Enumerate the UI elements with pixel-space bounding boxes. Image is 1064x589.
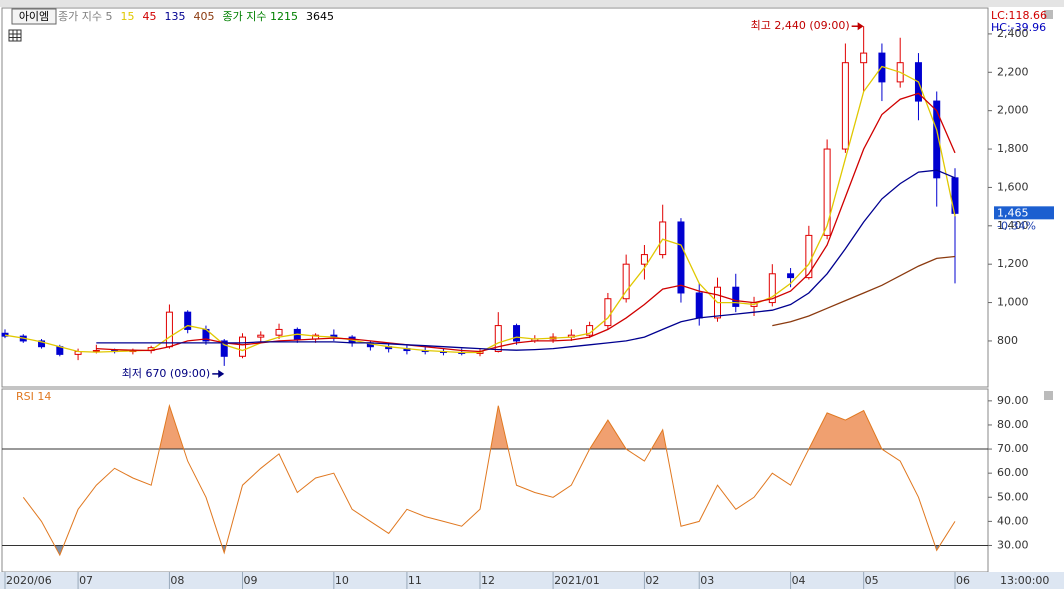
y-tick-label: 2,400: [997, 27, 1029, 40]
candle-body: [513, 325, 521, 342]
y-tick-label: 60.00: [997, 466, 1029, 479]
x-tick-label: 2020/06: [6, 574, 52, 587]
y-tick-label: 1,200: [997, 257, 1029, 270]
y-tick-label: 40.00: [997, 514, 1029, 527]
x-tick-label: 07: [79, 574, 93, 587]
x-tick-label: 02: [645, 574, 659, 587]
y-tick-label: 80.00: [997, 418, 1029, 431]
change-rate: -0.34%: [997, 219, 1036, 232]
y-tick-label: 1,400: [997, 219, 1029, 232]
moving-average: [96, 169, 956, 351]
y-tick-label: 1,600: [997, 180, 1029, 193]
y-tick-label: 1,800: [997, 142, 1029, 155]
candle-body: [257, 334, 265, 338]
last-price: 1,465: [997, 206, 1029, 219]
candle-body: [640, 254, 648, 265]
legend-entry: 135: [164, 10, 185, 23]
legend-entry: 종가 지수 5: [58, 10, 112, 23]
moving-average: [4, 65, 956, 354]
x-tick-label: 09: [244, 574, 258, 587]
y-tick-label: 2,200: [997, 65, 1029, 78]
x-tick-label: 2021/01: [554, 574, 600, 587]
x-tick-label: 03: [700, 574, 714, 587]
x-tick-label: 05: [865, 574, 879, 587]
annotation-arrowhead: [218, 369, 225, 378]
x-tick-label: 08: [170, 574, 184, 587]
candle-body: [933, 100, 941, 179]
x-tick-label: 12: [481, 574, 495, 587]
panel-button[interactable]: [1044, 10, 1053, 19]
candle-body: [239, 336, 246, 357]
legend-entry: 15: [120, 10, 134, 23]
candle-body: [659, 221, 667, 256]
y-tick-label: 800: [997, 334, 1018, 347]
rsi-line: [22, 403, 956, 557]
candle-body: [604, 298, 612, 327]
candle-body: [787, 273, 795, 279]
corner-label: HC:-39.96: [991, 21, 1046, 34]
candle-body: [165, 311, 173, 348]
candle-body: [732, 286, 740, 307]
y-tick-label: 30.00: [997, 538, 1029, 551]
price-panel: [1, 7, 989, 388]
time-axis: [0, 572, 1064, 589]
x-tick-label: 10: [335, 574, 349, 587]
panel-button[interactable]: [1044, 391, 1053, 400]
candle-body: [220, 340, 228, 357]
candle-body: [860, 52, 868, 64]
stock-name: 아이엠: [19, 10, 49, 23]
annotation-arrowhead: [857, 22, 864, 31]
corner-label: LC:118.66: [991, 9, 1047, 22]
candle-body: [823, 148, 831, 236]
stock-name-box[interactable]: [11, 8, 57, 25]
candle-body: [184, 311, 192, 330]
candle-body: [275, 328, 283, 336]
icon-frame: [8, 29, 22, 42]
icon-lines: [9, 30, 21, 41]
moving-average: [96, 92, 956, 353]
candle-body: [695, 292, 703, 319]
candle-body: [38, 340, 46, 348]
x-tick-label: 06: [956, 574, 970, 587]
candle-body: [622, 263, 630, 300]
rsi-title: RSI 14: [16, 390, 51, 403]
candle-body: [841, 62, 849, 150]
x-tick-label: 11: [408, 574, 422, 587]
x-tick-label: 04: [792, 574, 806, 587]
toolbar-strip: [0, 0, 1064, 7]
candle-body: [1, 332, 9, 337]
annotation: 최고 2,440 (09:00): [751, 19, 850, 32]
y-tick-label: 1,000: [997, 296, 1029, 309]
grid-icon[interactable]: [8, 29, 22, 42]
legend-entry: 종가 지수 1215: [222, 10, 297, 23]
y-tick-label: 50.00: [997, 490, 1029, 503]
legend-entry: 405: [193, 10, 214, 23]
time-label: 13:00:00: [1000, 574, 1049, 587]
legend-entry: 3645: [306, 10, 334, 23]
y-tick-label: 2,000: [997, 104, 1029, 117]
y-tick-label: 70.00: [997, 442, 1029, 455]
candle-body: [494, 325, 502, 352]
legend-entry: 45: [142, 10, 156, 23]
y-tick-label: 90.00: [997, 394, 1029, 407]
candle-body: [677, 221, 685, 294]
moving-average: [772, 255, 956, 327]
annotation: 최저 670 (09:00): [122, 367, 211, 380]
candle-body: [768, 273, 776, 304]
last-price-box: [994, 206, 1054, 220]
